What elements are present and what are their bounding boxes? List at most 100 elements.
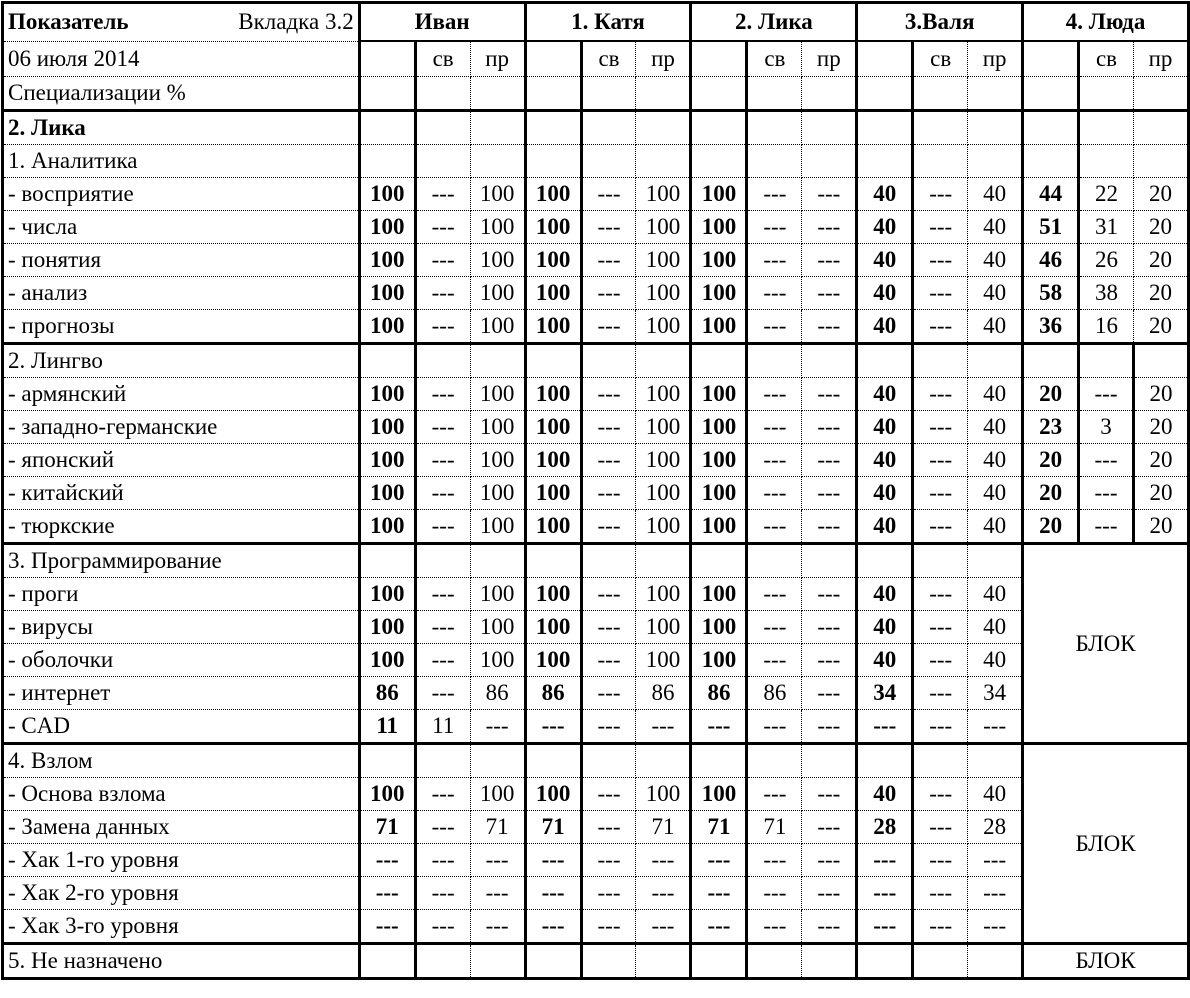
sv-value: --- [580,476,637,510]
total-value: 40 [855,309,915,344]
pr-value: 20 [1132,377,1190,411]
empty-cell [635,342,693,378]
empty-cell [801,144,859,178]
section-title: 3. Программирование [1,542,361,578]
total-value: 100 [689,276,749,310]
total-value: 100 [523,476,583,510]
pr-value: 100 [635,177,693,211]
sv-col-header: св [912,40,969,77]
sv-value: --- [414,610,471,644]
sv-value: --- [580,610,637,644]
sv-value: --- [580,276,637,310]
empty-cell [801,742,859,778]
total-value: 40 [855,177,915,211]
empty-cell [635,109,693,145]
sv-value: --- [580,909,637,944]
row-label: - армянский [1,377,361,411]
pr-value: --- [469,909,527,944]
section-title-row: 4. Взлом БЛОК [1,742,1190,945]
total-value: 100 [357,509,417,544]
row-label: - восприятие [1,177,361,211]
pr-value: 100 [635,410,693,444]
pr-value: 34 [967,676,1025,710]
pr-value: 100 [635,476,693,510]
total-value: 23 [1021,410,1081,444]
sv-value: --- [746,843,803,877]
empty-cell [746,76,803,111]
pr-value: 100 [469,410,527,444]
sv-value: --- [1078,476,1135,510]
sv-value: --- [414,243,471,277]
pr-value: 100 [469,643,527,677]
empty-cell [746,109,803,145]
empty-cell [635,742,693,778]
sv-value: --- [414,577,471,611]
pr-value: 40 [967,777,1025,811]
sv-value: --- [580,777,637,811]
sv-value: --- [746,210,803,244]
sv-value: --- [912,509,969,544]
empty-cell [580,76,637,111]
sv-value: --- [746,276,803,310]
table-row: - японский 100 --- 100 100 --- 100 100 --- --- 40-… [1,443,1190,477]
pr-value: --- [801,210,859,244]
empty-cell [855,76,915,111]
row-label: - тюркские [1,509,361,544]
empty-cell [1132,342,1190,378]
empty-cell [414,342,471,378]
total-value: 100 [689,410,749,444]
pr-value: 100 [635,443,693,477]
empty-cell [967,542,1025,578]
date-label: 06 июля 2014 [1,40,361,77]
empty-cell [855,342,915,378]
empty-cell [635,144,693,178]
pr-value: 100 [469,377,527,411]
sv-value: --- [746,909,803,944]
total-value: --- [357,909,417,944]
row-label: - прогнозы [1,309,361,344]
empty-cell [801,342,859,378]
empty-cell [580,542,637,578]
total-value: 100 [523,777,583,811]
group-title-row: 2. Лика [1,109,1190,145]
sv-value: --- [414,643,471,677]
total-value: 40 [855,777,915,811]
total-value: --- [523,709,583,744]
empty-cell [523,76,583,111]
pr-value: --- [967,909,1025,944]
empty-cell [580,942,637,980]
empty-cell [414,542,471,578]
sv-value: --- [912,476,969,510]
row-label: - интернет [1,676,361,710]
sv-value: --- [912,876,969,910]
row-label: - японский [1,443,361,477]
row-label: - числа [1,210,361,244]
empty-cell [414,742,471,778]
sv-value: --- [580,309,637,344]
empty-cell [801,942,859,980]
empty-cell [580,144,637,178]
total-value: 40 [855,509,915,544]
pr-value: --- [801,676,859,710]
section-title: 5. Не назначено [1,942,361,980]
total-col-header [357,40,417,77]
total-value: 100 [357,243,417,277]
sv-value: --- [414,843,471,877]
sv-value: --- [746,410,803,444]
total-value: 40 [855,476,915,510]
pr-value: 40 [967,210,1025,244]
sv-value: --- [912,443,969,477]
total-value: 100 [689,643,749,677]
total-col-header [523,40,583,77]
pr-value: 20 [1132,309,1190,344]
empty-cell [1021,342,1081,378]
empty-cell [357,76,417,111]
pr-value: 86 [469,676,527,710]
section-title-row: 2. Лингво [1,342,1190,378]
pr-value: --- [801,876,859,910]
pr-value: --- [801,843,859,877]
pr-value: --- [635,843,693,877]
pr-value: --- [967,876,1025,910]
sv-value: --- [580,509,637,544]
